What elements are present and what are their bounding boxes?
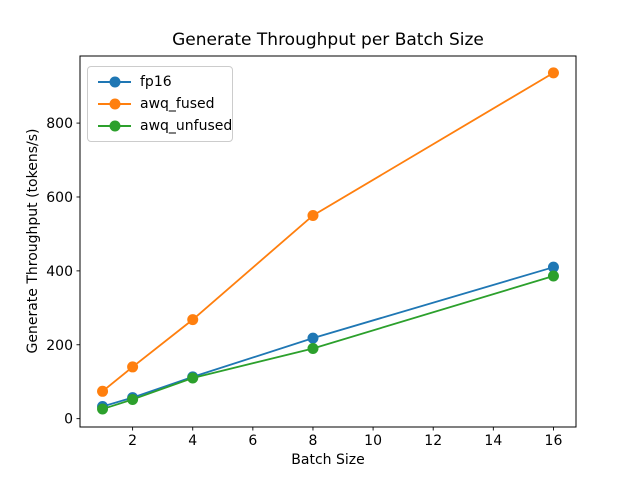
y-axis-label: Generate Throughput (tokens/s) <box>25 128 41 354</box>
legend-marker-dot-fp16 <box>109 76 120 88</box>
data-point-awq_fused-16 <box>547 67 559 79</box>
data-point-awq_unfused-4 <box>187 372 199 384</box>
data-point-awq_fused-2 <box>127 361 139 373</box>
legend-label-awq_unfused: awq_unfused <box>140 118 233 134</box>
legend-item-awq_unfused: awq_unfused <box>98 115 232 137</box>
legend-marker-fp16 <box>98 76 131 88</box>
x-tick-label: 16 <box>545 433 563 449</box>
data-point-awq_unfused-16 <box>547 270 559 282</box>
chart-title: Generate Throughput per Batch Size <box>172 30 484 50</box>
legend-item-awq_fused: awq_fused <box>98 93 222 115</box>
legend-marker-dot-awq_fused <box>109 98 120 110</box>
legend-label-fp16: fp16 <box>140 74 172 90</box>
legend-label-awq_fused: awq_fused <box>140 96 215 112</box>
data-point-awq_fused-1 <box>97 385 109 397</box>
data-point-awq_unfused-8 <box>307 342 319 354</box>
y-tick-label: 200 <box>46 338 73 354</box>
x-tick-label: 6 <box>248 433 257 449</box>
data-point-awq_fused-4 <box>187 314 199 326</box>
legend-marker-dot-awq_unfused <box>109 120 120 132</box>
data-point-awq_unfused-2 <box>127 393 139 405</box>
legend-item-fp16: fp16 <box>98 71 222 93</box>
x-tick-label: 12 <box>424 433 442 449</box>
y-tick-label: 400 <box>46 264 73 280</box>
data-point-fp16-8 <box>307 332 319 344</box>
axes-frame <box>79 55 577 428</box>
y-tick-label: 800 <box>46 116 73 132</box>
x-tick-label: 4 <box>188 433 197 449</box>
x-tick-label: 10 <box>364 433 382 449</box>
x-tick-label: 2 <box>128 433 137 449</box>
y-tick-label: 600 <box>46 190 73 206</box>
x-tick-label: 14 <box>484 433 502 449</box>
legend-marker-awq_fused <box>98 98 131 110</box>
x-axis-label: Batch Size <box>291 452 365 468</box>
legend: fp16 awq_fused awq_unfused <box>87 66 233 142</box>
data-point-fp16-16 <box>547 261 559 273</box>
x-tick-label: 8 <box>309 433 318 449</box>
data-point-awq_fused-8 <box>307 209 319 221</box>
legend-marker-awq_unfused <box>98 120 131 132</box>
y-tick-label: 0 <box>64 412 73 428</box>
series-line-awq_unfused <box>102 275 554 410</box>
data-point-awq_unfused-1 <box>97 403 109 415</box>
